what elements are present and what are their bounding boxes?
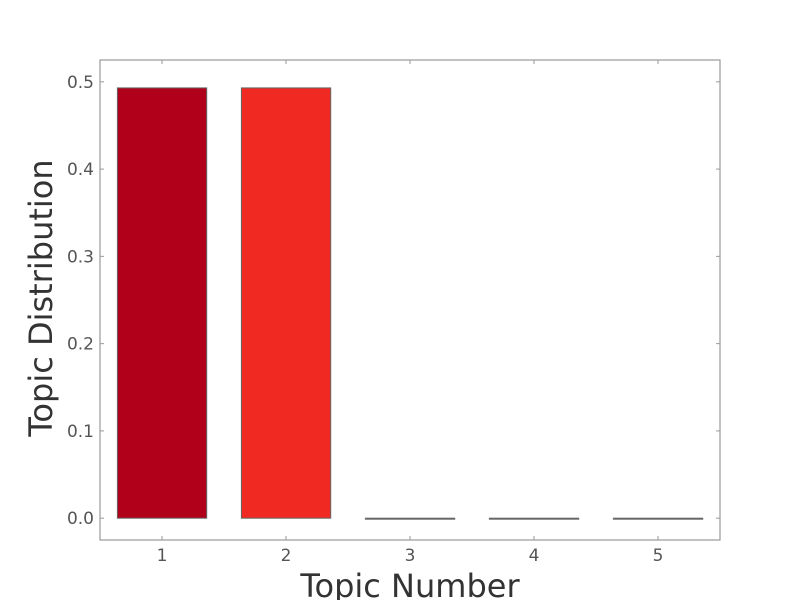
y-tick-label: 0.0 — [67, 509, 94, 529]
x-axis-label: Topic Number — [299, 567, 520, 600]
x-tick-label: 3 — [405, 546, 416, 566]
x-ticks-group: 1 2 3 4 5 — [157, 60, 664, 566]
bar-topic-2 — [240, 87, 332, 519]
bars-group — [116, 87, 704, 520]
y-tick-label: 0.5 — [67, 73, 94, 93]
x-tick-label: 4 — [529, 546, 540, 566]
y-tick-label: 0.2 — [67, 335, 94, 355]
x-tick-label: 1 — [157, 546, 168, 566]
x-tick-label: 2 — [281, 546, 292, 566]
y-tick-label: 0.4 — [67, 160, 94, 180]
x-tick-label: 5 — [653, 546, 664, 566]
bar-topic-1 — [116, 87, 208, 519]
bar-topic-5 — [612, 517, 704, 520]
y-tick-label: 0.3 — [67, 247, 94, 267]
bar-topic-3 — [364, 517, 456, 520]
bar-topic-4 — [488, 517, 580, 520]
y-tick-label: 0.1 — [67, 422, 94, 442]
y-axis-label: Topic Distribution — [22, 159, 60, 437]
y-ticks-group: 0.0 0.1 0.2 0.3 0.4 0.5 — [67, 73, 720, 529]
